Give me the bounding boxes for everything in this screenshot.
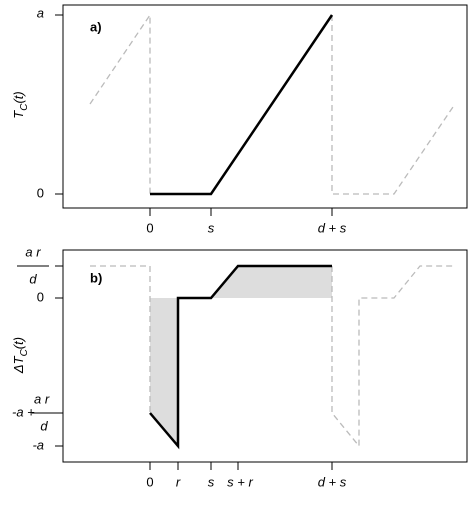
solid-curve: [150, 14, 334, 196]
shaded-area: [150, 298, 178, 446]
y-title: TC(t): [11, 91, 29, 118]
denominator: d: [29, 271, 37, 286]
dashed-curve: [331, 15, 456, 195]
y-title: ΔTC(t): [11, 337, 29, 374]
numerator: a r: [25, 244, 41, 259]
frame: [62, 4, 468, 209]
x-tick-label: 0: [146, 474, 153, 489]
x-tick-label: s: [208, 474, 215, 489]
solid-curve: [149, 264, 332, 450]
y-tick-label: -a + a r d: [12, 391, 56, 433]
dashed-curve: [331, 265, 455, 448]
panel-b: b) a r d 0 -a + a r d -a 0 r s s + r d +…: [11, 244, 468, 489]
dashed-curve: [90, 265, 151, 413]
x-tick-label: s: [208, 220, 215, 235]
y-tick-label: 0: [37, 289, 44, 304]
frame: [62, 249, 468, 463]
numerator: a r: [34, 391, 50, 406]
y-tick-label: -a: [32, 437, 44, 452]
prefix: -a +: [12, 404, 35, 419]
x-tick-label: d + s: [318, 220, 347, 235]
panel-label: b): [90, 270, 102, 285]
y-tick-label: 0: [37, 185, 44, 200]
x-tick-label: r: [176, 474, 181, 489]
y-tick-label: a: [37, 5, 44, 20]
shaded-area: [211, 266, 332, 298]
y-tick-label: a r d: [17, 244, 49, 286]
panel-label: a): [90, 19, 102, 34]
panel-a: a) a 0 0 s d + s TC(t): [11, 4, 468, 235]
x-tick-label: d + s: [318, 474, 347, 489]
dashed-curve: [89, 12, 151, 194]
denominator: d: [40, 418, 48, 433]
x-tick-label: s + r: [227, 474, 253, 489]
x-tick-label: 0: [146, 220, 153, 235]
